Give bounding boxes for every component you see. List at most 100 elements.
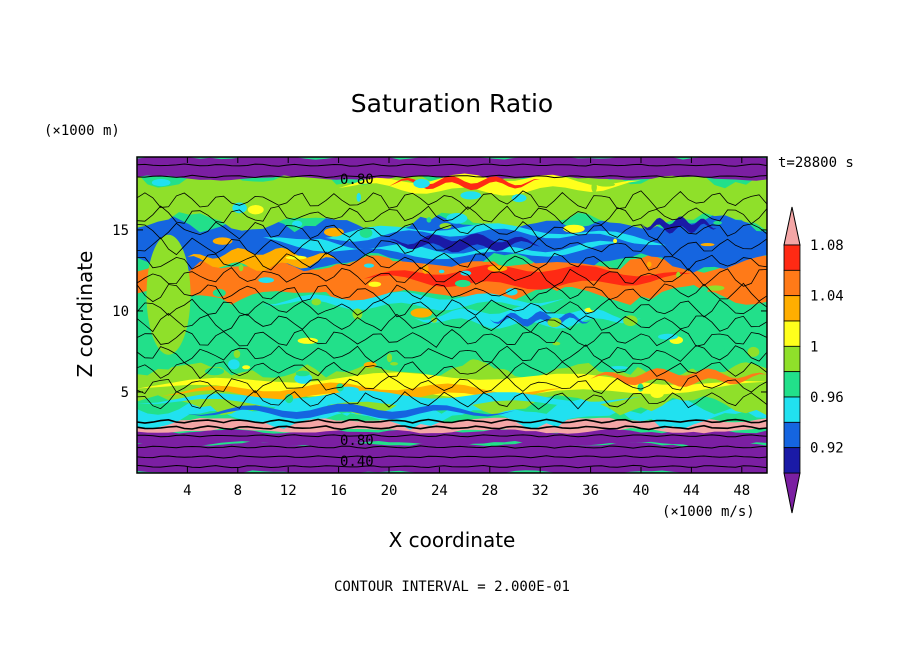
- contour-line: [136, 445, 768, 449]
- contour-label: 0.40: [340, 454, 374, 470]
- field-patch: [426, 217, 432, 223]
- field-patch: [368, 281, 382, 287]
- field-patch: [706, 285, 725, 291]
- field-patch: [446, 212, 468, 224]
- y-tick-label: 15: [112, 223, 129, 239]
- contour-line: [136, 298, 768, 318]
- contour-line: [136, 252, 768, 271]
- field-patch: [359, 228, 373, 239]
- field-streak: [187, 403, 515, 420]
- colorbar-swatch: [783, 447, 801, 474]
- field-patch: [311, 298, 322, 306]
- field-patch: [439, 222, 452, 230]
- field-patch: [609, 366, 628, 370]
- field-patch: [460, 270, 472, 276]
- field-patch: [247, 205, 264, 215]
- y-axis-label: Z coordinate: [73, 251, 97, 378]
- field-patch: [591, 182, 597, 193]
- y-tick-label: 10: [112, 304, 129, 320]
- field-patch: [266, 291, 277, 300]
- field-patch: [589, 300, 597, 311]
- x-axis-ticks: 4 8 12 16 20 24 28 32 36 40 44 48: [183, 157, 750, 499]
- field-patch: [613, 238, 618, 243]
- contour-label: 0.80: [340, 433, 374, 449]
- y-axis-ticks: 5 10 15: [112, 223, 767, 401]
- contour-line: [136, 163, 768, 167]
- field-patch: [356, 192, 362, 202]
- x-tick-label: 24: [431, 483, 448, 499]
- field-patch: [717, 345, 725, 353]
- colorbar: 0.92 0.96 1 1.04 1.08: [783, 206, 844, 514]
- colorbar-swatch: [783, 421, 801, 449]
- field-patch: [151, 178, 171, 187]
- field-patch: [233, 349, 241, 359]
- saturation-field: [137, 157, 767, 473]
- field-patch: [698, 286, 709, 293]
- colorbar-swatch: [783, 371, 801, 398]
- field-patch: [228, 359, 240, 370]
- colorbar-swatch: [783, 269, 801, 297]
- colorbar-bottom-arrow: [783, 472, 801, 514]
- contour-line: [136, 374, 768, 394]
- field-patch: [547, 317, 562, 328]
- x-tick-label: 20: [381, 483, 398, 499]
- field-patch: [212, 237, 233, 245]
- x-tick-label: 48: [733, 483, 750, 499]
- x-tick-label: 28: [481, 483, 498, 499]
- field-patch: [295, 370, 310, 377]
- contour-line: [136, 390, 768, 410]
- contour-line: [136, 424, 768, 431]
- x-tick-label: 12: [280, 483, 297, 499]
- contour-lines: [136, 163, 768, 469]
- contour-labels: 0.80 0.80 0.40: [340, 172, 374, 470]
- field-patch: [146, 234, 191, 355]
- colorbar-swatch: [783, 320, 801, 347]
- colorbar-label: 0.92: [810, 441, 844, 457]
- field-band: [137, 428, 767, 447]
- field-patch: [410, 308, 433, 318]
- field-streak: [187, 247, 339, 271]
- contour-line: [136, 267, 768, 287]
- x-tick-label: 32: [532, 483, 549, 499]
- field-patch: [386, 353, 393, 363]
- x-tick-label: 36: [582, 483, 599, 499]
- y-unit-label: (×1000 m): [44, 123, 120, 139]
- contour-line: [136, 237, 768, 257]
- field-patch: [390, 361, 399, 366]
- field-patch: [284, 393, 294, 404]
- field-streak: [489, 311, 591, 327]
- field-patch: [297, 337, 318, 344]
- contour-line: [136, 344, 768, 364]
- field-patch: [352, 308, 363, 320]
- contour-label: 0.80: [340, 172, 374, 188]
- field-patch: [242, 365, 251, 370]
- field-patch: [700, 242, 715, 247]
- x-tick-label: 16: [330, 483, 347, 499]
- x-tick-label: 40: [633, 483, 650, 499]
- contour-line: [136, 312, 768, 333]
- colorbar-swatch: [783, 244, 801, 271]
- contour-line: [136, 205, 768, 226]
- field-patch: [363, 263, 375, 268]
- chart-title: Saturation Ratio: [351, 89, 553, 118]
- colorbar-swatch: [783, 345, 801, 373]
- colorbar-label: 1.04: [810, 289, 844, 305]
- field-patch: [637, 383, 644, 392]
- field-patch: [657, 333, 678, 340]
- x-unit-label: (×1000 m/s): [662, 504, 755, 520]
- colorbar-label: 0.96: [810, 390, 844, 406]
- field-patch: [647, 261, 652, 268]
- field-patch: [747, 346, 760, 358]
- footer-note: CONTOUR INTERVAL = 2.000E-01: [334, 579, 570, 595]
- time-label: t=28800 s: [778, 155, 854, 171]
- plot-area: [136, 156, 768, 474]
- field-streak: [137, 390, 641, 410]
- field-patch: [291, 220, 303, 228]
- field-streak: [363, 264, 692, 290]
- field-patch: [258, 277, 275, 283]
- x-tick-label: 4: [183, 483, 191, 499]
- field-patch: [505, 288, 518, 296]
- field-patch: [713, 220, 722, 225]
- field-patch: [563, 224, 585, 233]
